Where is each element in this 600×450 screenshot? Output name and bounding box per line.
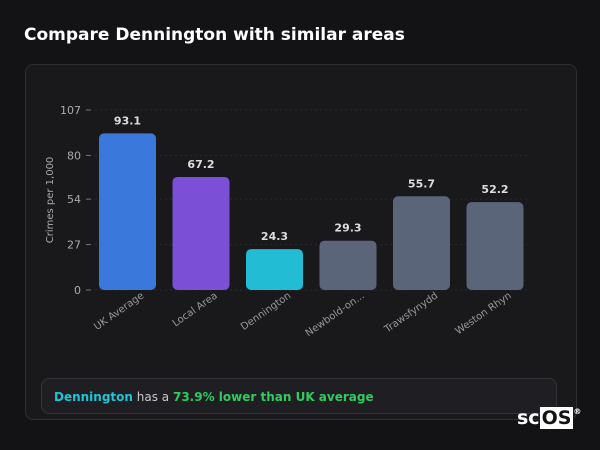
bar [393, 196, 450, 290]
bar-value-label: 67.2 [187, 158, 214, 171]
bar [99, 133, 156, 290]
bar [172, 176, 230, 290]
scos-logo: sc OS ® [517, 407, 582, 429]
bar-value-label: 24.3 [261, 230, 288, 243]
x-tick-label: Dennington [239, 290, 293, 332]
bar-value-label: 93.1 [114, 114, 141, 127]
y-tick-label: 0 [74, 284, 81, 297]
y-tick-label: 54 [67, 193, 81, 206]
x-tick-label: Local Area [171, 290, 220, 329]
summary-stat: 73.9% lower than UK average [172, 390, 374, 404]
x-tick-label: Trawsfynydd [382, 290, 440, 335]
summary-text: has a [132, 390, 173, 404]
x-tick-label: Weston Rhyn [454, 290, 514, 337]
bar-value-label: 52.2 [481, 183, 508, 196]
bar-value-label: 55.7 [408, 177, 435, 190]
x-tick-label: UK Average [92, 290, 146, 332]
bar [466, 202, 524, 290]
summary-box: Dennington has a 73.9% lower than UK ave… [41, 378, 557, 414]
bar [319, 240, 377, 290]
bar [246, 249, 303, 290]
y-tick-label: 107 [60, 104, 81, 117]
page-title: Compare Dennington with similar areas [24, 25, 405, 45]
bar-value-label: 29.3 [334, 222, 361, 235]
y-tick-label: 27 [67, 239, 81, 252]
y-tick-label: 80 [67, 149, 81, 162]
y-axis-label: Crimes per 1,000 [45, 157, 56, 244]
x-tick-label: Newbold-on... [304, 290, 367, 339]
summary-place: Dennington [54, 390, 133, 404]
